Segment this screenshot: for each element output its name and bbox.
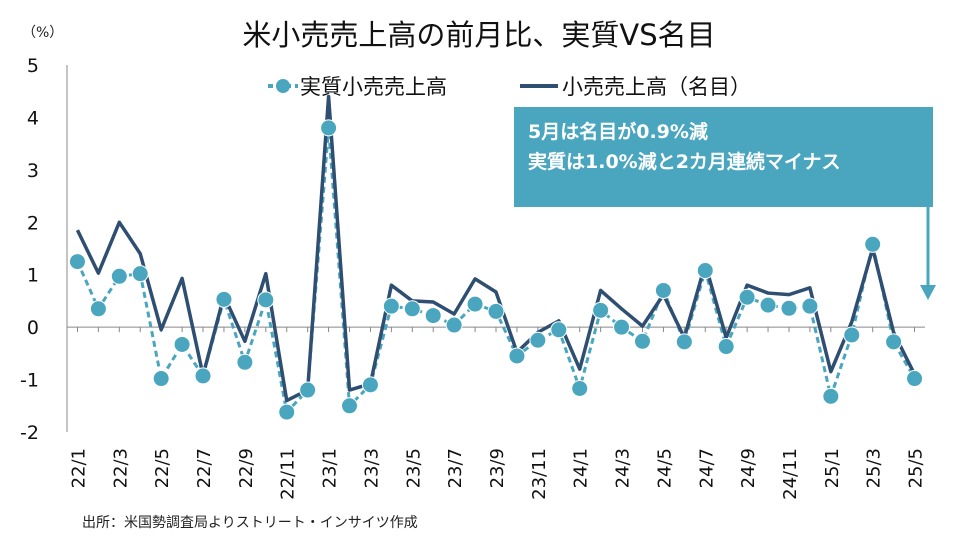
data-point-real (257, 291, 275, 309)
y-tick-label: -1 (20, 370, 39, 392)
legend-label-real: 実質小売売上高 (300, 75, 447, 99)
data-point-real (278, 403, 296, 421)
data-point-real (633, 332, 651, 350)
data-point-real (822, 387, 840, 405)
x-tick-label: 22/5 (152, 448, 173, 488)
x-tick-label: 23/7 (445, 448, 466, 488)
data-point-real (843, 326, 861, 344)
data-point-real (341, 397, 359, 415)
legend: 実質小売売上高 小売売上高（名目） (268, 75, 751, 99)
y-tick-label: -2 (20, 422, 39, 444)
series-layer (68, 94, 924, 421)
data-point-real (445, 316, 463, 334)
data-point-real (592, 301, 610, 319)
data-point-real (780, 299, 798, 317)
axes: 5 4 3 2 1 0 -1 -2 22/1 22/3 22/5 22/7 22/9 22/11 23/1 2… (20, 55, 926, 500)
x-tick-label: 23/9 (487, 448, 508, 488)
source-note: 出所：米国勢調査局よりストリート・インサイツ作成 (82, 515, 418, 531)
y-tick-label: 0 (27, 317, 39, 339)
callout-box: 5月は名目が0.9%減 実質は1.0%減と2カ月連続マイナス (514, 107, 933, 207)
data-point-real (550, 321, 568, 339)
series-line-nominal (75, 94, 917, 403)
data-point-real (89, 300, 107, 318)
data-point-real (131, 265, 149, 283)
data-point-real (466, 295, 484, 313)
data-point-real (236, 353, 254, 371)
data-point-real (508, 347, 526, 365)
x-tick-label: 24/3 (613, 448, 634, 488)
data-point-real (529, 331, 547, 349)
x-tick-label: 22/1 (68, 448, 89, 488)
data-point-real (738, 288, 756, 306)
x-tick-label: 23/1 (320, 448, 341, 488)
y-tick-label: 3 (27, 160, 39, 182)
callout-arrow-head (920, 285, 936, 300)
y-tick-label: 5 (27, 55, 39, 77)
callout-line-2: 実質は1.0%減と2カ月連続マイナス (528, 151, 841, 173)
legend-label-nominal: 小売売上高（名目） (562, 75, 751, 99)
x-tick-label: 25/3 (864, 448, 885, 488)
data-point-real (194, 367, 212, 385)
x-tick-label: 24/1 (571, 448, 592, 488)
y-tick-label: 4 (27, 107, 39, 129)
data-point-real (173, 335, 191, 353)
data-point-real (487, 302, 505, 320)
chart-title: 米小売売上高の前月比、実質VS名目 (242, 18, 716, 52)
x-tick-label: 22/11 (278, 448, 299, 500)
data-point-real (403, 300, 421, 318)
data-point-real (801, 297, 819, 315)
data-point-real (152, 370, 170, 388)
data-point-real (110, 267, 128, 285)
callout-line-1: 5月は名目が0.9%減 (528, 121, 708, 143)
x-tick-label: 22/7 (194, 448, 215, 488)
data-point-real (759, 296, 777, 314)
x-tick-label: 24/7 (696, 448, 717, 488)
x-tick-label: 23/3 (361, 448, 382, 488)
data-point-real (654, 281, 672, 299)
data-point-real (68, 253, 86, 271)
x-tick-label: 25/1 (822, 448, 843, 488)
x-tick-label: 24/9 (738, 448, 759, 488)
x-tick-label: 23/11 (529, 448, 550, 500)
y-tick-label: 2 (27, 212, 39, 234)
data-point-real (696, 262, 714, 280)
x-tick-label: 24/11 (780, 448, 801, 500)
x-tick-label: 23/5 (403, 448, 424, 488)
x-tick-label: 22/3 (110, 448, 131, 488)
data-point-real (885, 333, 903, 351)
data-point-real (320, 119, 338, 137)
data-point-real (864, 235, 882, 253)
unit-label: （%） (22, 25, 64, 41)
data-point-real (717, 338, 735, 356)
x-tick-label: 24/5 (654, 448, 675, 488)
data-point-real (299, 381, 317, 399)
data-point-real (382, 297, 400, 315)
x-tick-label: 22/9 (236, 448, 257, 488)
data-point-real (675, 333, 693, 351)
y-tick-label: 1 (27, 265, 39, 287)
x-tick-label: 25/5 (906, 448, 927, 488)
data-point-real (613, 318, 631, 336)
data-point-real (361, 376, 379, 394)
data-point-real (424, 307, 442, 325)
data-point-real (906, 370, 924, 388)
legend-marker-real (276, 79, 290, 93)
data-point-real (571, 379, 589, 397)
data-point-real (215, 290, 233, 308)
